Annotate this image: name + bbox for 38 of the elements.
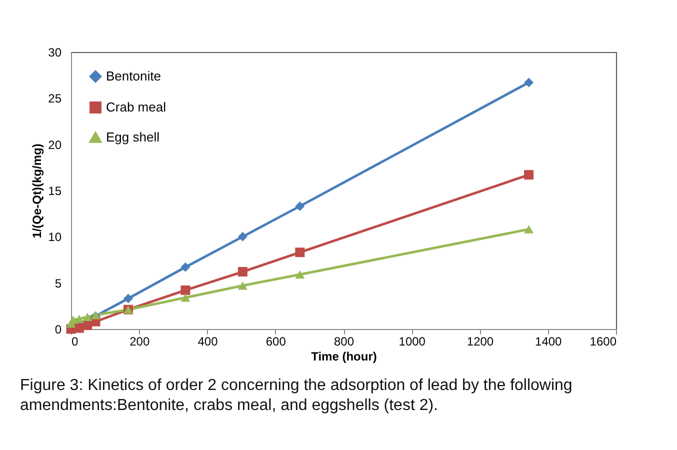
y-axis-title: 1/(Qe-Qt)(kg/mg) xyxy=(30,144,44,238)
point xyxy=(180,262,190,272)
legend-label: Crab meal xyxy=(106,100,166,114)
y-tick-label: 30 xyxy=(48,46,62,60)
caption: Figure 3: Kinetics of order 2 concerning the adsorption of lead by the following amendments:Bentonite, crabs meal, and eggshells (test 2). xyxy=(20,376,574,416)
x-tick-label: 0 xyxy=(72,334,78,348)
point xyxy=(180,294,190,302)
point xyxy=(524,225,534,234)
point xyxy=(123,294,133,304)
point xyxy=(74,314,84,323)
point xyxy=(524,170,534,180)
point xyxy=(238,281,248,290)
x-tick-label: 800 xyxy=(334,334,354,348)
point xyxy=(295,201,305,211)
legend-label: Bentonite xyxy=(106,68,161,84)
legend-label: Egg shell xyxy=(106,130,160,144)
x-tick-label: 1400 xyxy=(535,334,562,348)
point xyxy=(524,78,534,88)
x-tick-label: 400 xyxy=(198,334,218,348)
point xyxy=(238,232,248,242)
x-tick-label: 1600 xyxy=(590,334,617,348)
y-tick-label: 15 xyxy=(48,184,62,198)
y-tick-label: 5 xyxy=(54,276,62,290)
x-tick-label: 200 xyxy=(130,334,150,348)
x-axis-title: Time (hour) xyxy=(311,350,377,364)
y-tick-label: 0 xyxy=(54,322,62,336)
y-tick-label: 20 xyxy=(48,138,62,152)
point xyxy=(295,248,305,258)
y-tick-label: 25 xyxy=(48,92,62,106)
x-tick-label: 1200 xyxy=(466,334,494,348)
point xyxy=(68,316,78,324)
x-tick-label: 600 xyxy=(266,334,286,348)
point xyxy=(82,312,92,322)
point xyxy=(295,270,305,279)
y-tick-label: 10 xyxy=(48,230,62,244)
point xyxy=(238,267,248,276)
point xyxy=(180,285,190,295)
x-tick-label: 1000 xyxy=(398,334,426,348)
